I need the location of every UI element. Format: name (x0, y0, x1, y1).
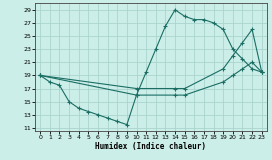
X-axis label: Humidex (Indice chaleur): Humidex (Indice chaleur) (95, 142, 206, 151)
